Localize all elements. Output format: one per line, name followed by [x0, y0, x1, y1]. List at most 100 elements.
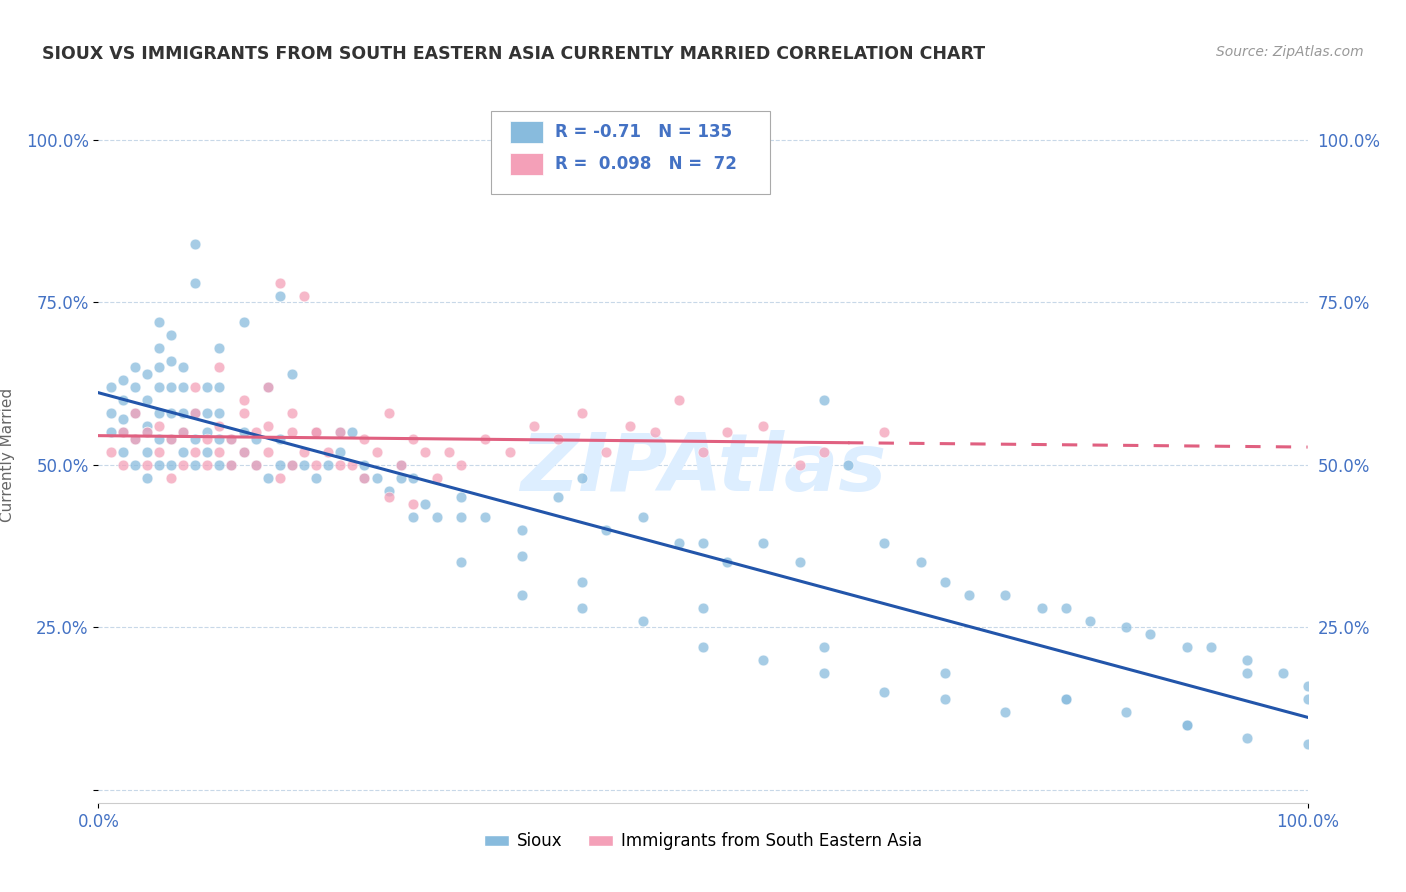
Point	[111, 444, 134, 458]
Point	[402, 471, 425, 485]
Point	[208, 341, 231, 355]
Point	[195, 444, 218, 458]
Point	[256, 471, 278, 485]
FancyBboxPatch shape	[509, 121, 543, 144]
Point	[571, 574, 593, 589]
Point	[668, 535, 690, 549]
Point	[195, 432, 218, 446]
Point	[1296, 737, 1319, 751]
Point	[221, 432, 243, 446]
Point	[111, 425, 134, 439]
Point	[692, 444, 714, 458]
Point	[281, 458, 304, 472]
Point	[752, 535, 775, 549]
Point	[510, 523, 533, 537]
Point	[124, 379, 146, 393]
Point	[172, 458, 194, 472]
Point	[631, 614, 654, 628]
Point	[1236, 731, 1258, 745]
Point	[135, 425, 157, 439]
Point	[232, 425, 254, 439]
Point	[305, 425, 328, 439]
Point	[644, 425, 666, 439]
Point	[148, 444, 170, 458]
Point	[1031, 600, 1053, 615]
Point	[1175, 718, 1198, 732]
Point	[366, 444, 388, 458]
Point	[389, 471, 412, 485]
Point	[135, 425, 157, 439]
Point	[111, 392, 134, 407]
Point	[135, 418, 157, 433]
Point	[256, 444, 278, 458]
Point	[184, 406, 207, 420]
Point	[631, 509, 654, 524]
Point	[184, 458, 207, 472]
Point	[124, 360, 146, 375]
Point	[111, 412, 134, 426]
Point	[256, 379, 278, 393]
Point	[413, 497, 436, 511]
Point	[135, 444, 157, 458]
Point	[111, 458, 134, 472]
Point	[813, 444, 835, 458]
Point	[329, 425, 352, 439]
Point	[813, 392, 835, 407]
Point	[269, 288, 291, 302]
Point	[281, 406, 304, 420]
Point	[837, 458, 859, 472]
Point	[1078, 614, 1101, 628]
Point	[1272, 665, 1295, 680]
Point	[402, 432, 425, 446]
Point	[232, 315, 254, 329]
Point	[124, 432, 146, 446]
Point	[1175, 718, 1198, 732]
Point	[148, 379, 170, 393]
Point	[172, 360, 194, 375]
Point	[208, 379, 231, 393]
Point	[148, 406, 170, 420]
Point	[353, 471, 375, 485]
Point	[160, 379, 183, 393]
Point	[124, 458, 146, 472]
Point	[1236, 665, 1258, 680]
Point	[221, 458, 243, 472]
Point	[316, 444, 339, 458]
Point	[281, 367, 304, 381]
Point	[232, 406, 254, 420]
Point	[111, 373, 134, 387]
Point	[994, 705, 1017, 719]
Point	[934, 665, 956, 680]
Point	[292, 458, 315, 472]
Point	[232, 444, 254, 458]
Text: SIOUX VS IMMIGRANTS FROM SOUTH EASTERN ASIA CURRENTLY MARRIED CORRELATION CHART: SIOUX VS IMMIGRANTS FROM SOUTH EASTERN A…	[42, 45, 986, 62]
Point	[232, 444, 254, 458]
Point	[135, 392, 157, 407]
Point	[281, 425, 304, 439]
Point	[934, 574, 956, 589]
Point	[172, 379, 194, 393]
Point	[377, 483, 399, 498]
Point	[1175, 640, 1198, 654]
Point	[523, 418, 546, 433]
Point	[135, 458, 157, 472]
Point	[547, 490, 569, 504]
Point	[873, 425, 896, 439]
FancyBboxPatch shape	[492, 111, 769, 194]
Point	[305, 471, 328, 485]
Point	[402, 497, 425, 511]
Point	[269, 471, 291, 485]
Point	[1054, 691, 1077, 706]
Point	[789, 458, 811, 472]
Point	[221, 432, 243, 446]
Point	[148, 341, 170, 355]
Point	[172, 444, 194, 458]
Point	[208, 360, 231, 375]
Point	[195, 425, 218, 439]
Point	[1054, 691, 1077, 706]
Point	[292, 288, 315, 302]
Point	[353, 458, 375, 472]
Point	[329, 444, 352, 458]
Text: R =  0.098   N =  72: R = 0.098 N = 72	[555, 155, 737, 173]
Point	[474, 432, 496, 446]
